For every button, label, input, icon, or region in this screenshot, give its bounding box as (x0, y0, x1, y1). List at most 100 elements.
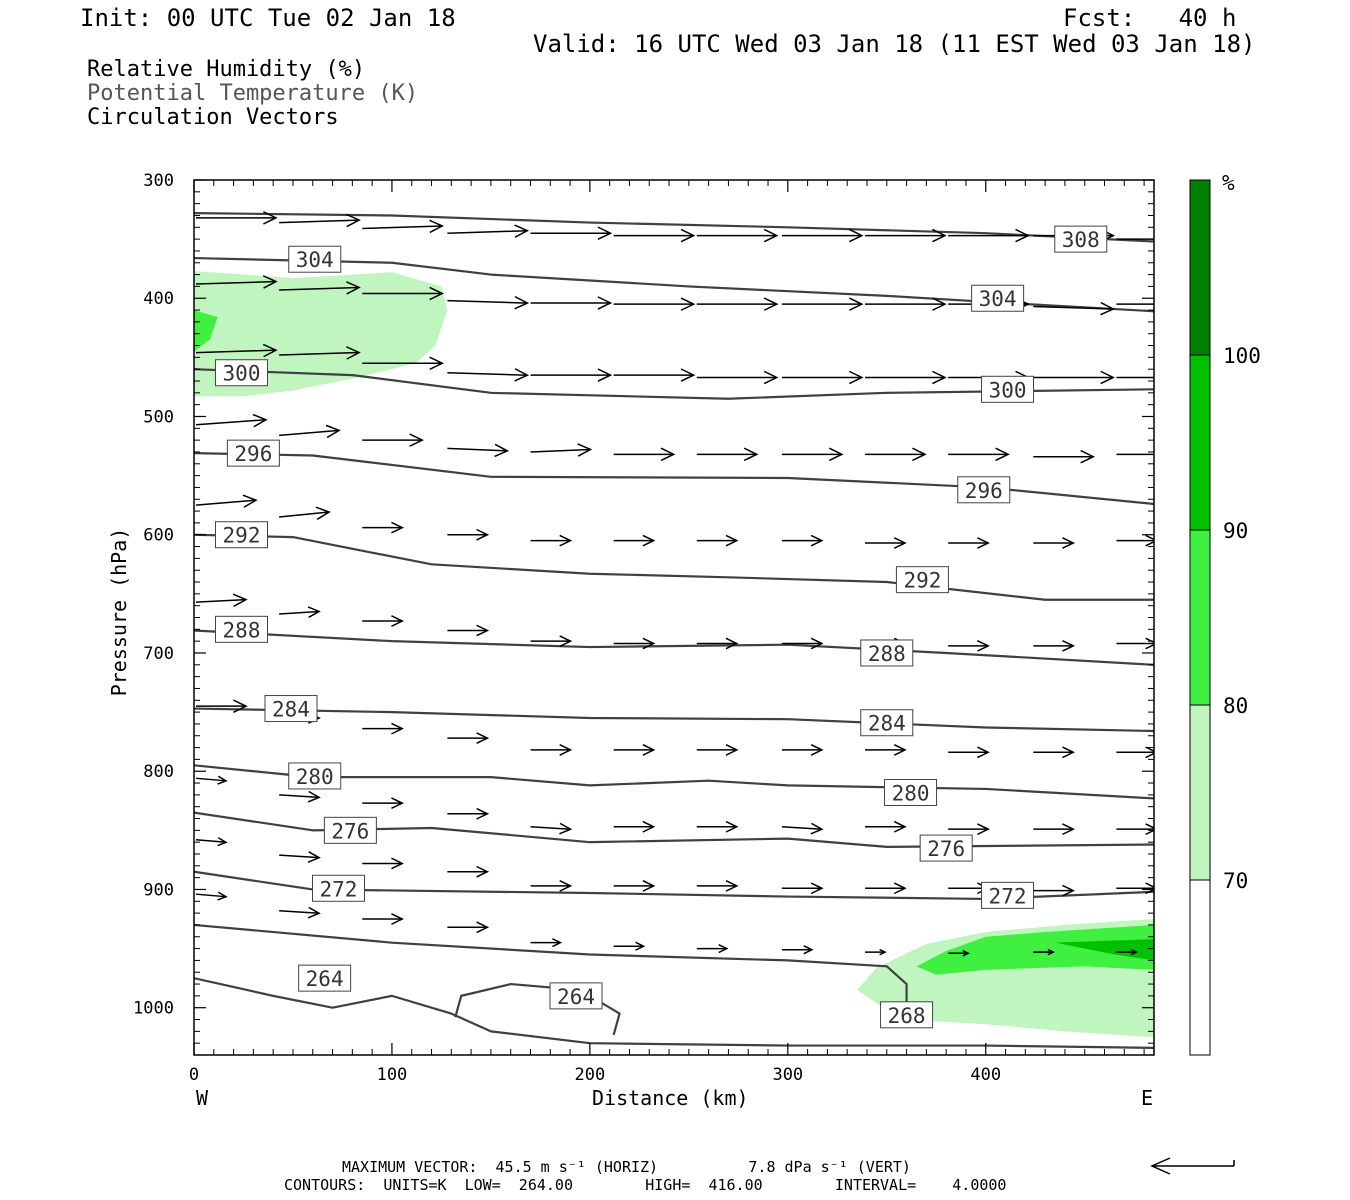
vector-head (810, 822, 824, 835)
contour-label: 300 (989, 378, 1027, 402)
contour-label: 284 (272, 698, 310, 722)
vector-arrow (613, 297, 696, 311)
vector-head (391, 722, 404, 735)
contour-label: 264 (557, 985, 595, 1009)
vector-head (559, 744, 573, 756)
legend-theta: Potential Temperature (K) (87, 81, 419, 106)
vector-head (642, 744, 656, 756)
vector-head (476, 921, 490, 934)
vector-shaft (195, 419, 267, 426)
colorbar-segment (1190, 530, 1210, 705)
contour-line-300 (194, 368, 1154, 400)
contour-label-box (957, 476, 1011, 504)
vector-shaft (195, 777, 227, 782)
vector-head (476, 865, 490, 878)
vector-shaft (279, 854, 320, 859)
vector-head (559, 534, 573, 547)
vector-head (893, 744, 907, 756)
vector-head (307, 906, 321, 919)
vector-shaft (279, 429, 340, 437)
colorbar-tick-label: 80 (1223, 694, 1248, 718)
vector-head (391, 521, 404, 534)
contour-label: 288 (868, 642, 906, 666)
contour-label-box (215, 615, 269, 643)
vector-head (391, 857, 404, 870)
vector-arrow (279, 906, 321, 919)
vector-arrow (530, 938, 563, 948)
vector-head (848, 297, 864, 311)
vector-arrow (865, 537, 907, 549)
vector-head (476, 732, 490, 745)
colorbar-frame (1189, 179, 1211, 1056)
rh-region-90 (1055, 939, 1154, 961)
contour-labels: 308 304 304 300 300 296 296 292 292 288 288 284 284 2… (215, 225, 1108, 1029)
vector-arrow (948, 746, 990, 759)
y-tick-label: 700 (143, 644, 174, 664)
x-tick-label: 200 (575, 1065, 606, 1085)
vector-arrow (362, 433, 424, 447)
vector-head (514, 224, 530, 238)
contour-line-276 (194, 811, 1154, 848)
vector-shaft (1033, 305, 1114, 310)
colorbar-tick-label: 90 (1223, 519, 1248, 543)
vector-head (1047, 948, 1056, 956)
vector-head (346, 213, 361, 228)
vector-head (932, 370, 947, 385)
contour-label: 264 (306, 967, 344, 991)
x-tick-label: 300 (772, 1065, 803, 1085)
vector-arrow (696, 943, 729, 954)
vector-shaft (279, 610, 320, 615)
legend-vectors: Circulation Vectors (87, 105, 339, 130)
vector-arrow (1033, 948, 1056, 956)
vector-head (893, 882, 907, 895)
vector-head (409, 433, 424, 447)
vector-shaft (279, 511, 330, 518)
vector-arrow (447, 624, 490, 637)
contour-line-264 (454, 982, 621, 1036)
vector-arrow (362, 219, 444, 234)
contour-label: 280 (296, 765, 334, 789)
vector-arrow (362, 521, 404, 534)
vector-arrow (447, 732, 490, 745)
vector-head (763, 297, 779, 311)
vector-head (1062, 884, 1076, 897)
vector-head (217, 837, 228, 847)
vector-head (1164, 448, 1177, 460)
vector-arrow (781, 945, 814, 955)
y-tick-label: 1000 (133, 999, 174, 1019)
contour-label-box (215, 521, 269, 549)
vector-head (763, 228, 779, 243)
contour-label-box (860, 709, 914, 737)
vector-shaft (447, 371, 528, 376)
contour-label-box (919, 834, 973, 862)
vector-arrow (865, 820, 907, 833)
vector-head (725, 744, 739, 756)
vector-shaft (195, 839, 227, 844)
vector-arrow (530, 226, 613, 240)
colorbar: 70 80 90 100% (1189, 171, 1261, 1056)
vector-arrow (1116, 746, 1154, 759)
vector-arrow (362, 356, 444, 371)
vector-arrow (781, 297, 864, 311)
vector-arrow (530, 635, 573, 648)
vector-arrow (613, 534, 656, 547)
contour-label-box (880, 1001, 934, 1029)
vector-head (1062, 537, 1076, 549)
contour-line-268 (194, 923, 908, 1002)
vector-arrow (948, 228, 1030, 243)
vector-arrow (1116, 376, 1154, 379)
axis-ticks: 300 400 500 600 700 800 900 1000 0 100 200 300 400 (133, 171, 1154, 1085)
vector-arrow (447, 224, 530, 238)
vector-head (476, 807, 490, 820)
vector-shaft (279, 286, 360, 291)
vector-arrow (195, 494, 258, 508)
contour-label-box (549, 982, 603, 1010)
contour-label: 276 (927, 837, 965, 861)
vector-head (1145, 882, 1154, 895)
vector-arrow (696, 228, 779, 243)
contour-line-280 (194, 764, 1154, 800)
contour-label-box (311, 874, 365, 902)
vector-shaft (195, 598, 247, 603)
colorbar-segment (1190, 355, 1210, 530)
colorbar-segment (1190, 180, 1210, 355)
